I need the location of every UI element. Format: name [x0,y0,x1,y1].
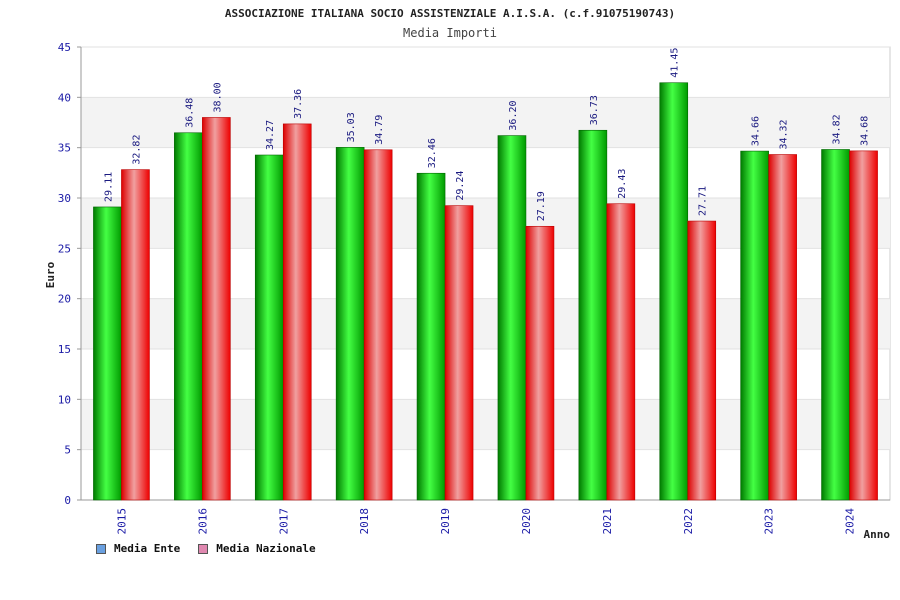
bar-media-nazionale [282,123,312,501]
value-label-media-nazionale: 38.00 [212,82,223,112]
value-label-media-nazionale: 34.32 [779,119,790,149]
value-label-media-ente: 34.66 [751,116,762,146]
bar-media-ente [416,172,446,501]
bar-media-ente [254,154,284,501]
y-tick-label: 20 [58,293,71,306]
x-tick-label: 2024 [844,508,857,535]
y-tick-label: 0 [64,494,71,507]
bar-media-nazionale [687,220,717,501]
y-tick-label: 10 [58,393,71,406]
x-axis-label: Anno [864,528,891,541]
bar-media-ente [740,150,769,501]
value-label-media-ente: 35.03 [346,112,357,142]
x-tick-label: 2020 [520,508,533,535]
value-label-media-nazionale: 29.43 [617,169,628,199]
value-label-media-ente: 29.11 [103,172,114,202]
bar-media-nazionale [849,150,878,501]
x-tick-label: 2017 [277,508,290,535]
bar-media-nazionale [525,225,555,501]
value-label-media-ente: 36.20 [508,100,519,130]
value-label-media-nazionale: 34.68 [860,116,871,146]
y-tick-label: 25 [58,242,71,255]
y-axis-label: Euro [44,261,57,288]
value-label-media-nazionale: 37.36 [293,89,304,119]
bar-media-ente [578,129,608,501]
bar-media-nazionale [606,203,636,501]
x-tick-label: 2022 [682,508,695,535]
legend-item-media-ente: Media Ente [96,542,180,555]
legend-label-media-ente: Media Ente [114,542,181,555]
x-tick-label: 2015 [115,508,128,535]
value-label-media-nazionale: 27.19 [536,191,547,221]
value-label-media-ente: 41.45 [670,48,681,78]
value-label-media-ente: 32.46 [427,138,438,168]
value-label-media-nazionale: 29.24 [455,171,466,201]
y-tick-label: 30 [58,192,71,205]
y-tick-label: 15 [58,343,71,356]
value-label-media-nazionale: 32.82 [131,135,142,165]
legend-swatch-media-nazionale [198,543,209,554]
bar-media-ente [174,132,203,501]
value-label-media-nazionale: 34.79 [374,115,385,145]
y-tick-label: 5 [64,444,71,457]
value-label-media-ente: 36.48 [184,98,195,128]
y-tick-label: 35 [58,142,71,155]
value-label-media-ente: 34.82 [832,114,843,144]
x-tick-label: 2016 [196,508,209,535]
chart-title: ASSOCIAZIONE ITALIANA SOCIO ASSISTENZIAL… [225,7,675,20]
plot-area: 0 5 10 15 20 25 30 35 40 45 29.11 32.82 2015 36.48 38.… [58,41,891,535]
legend-item-media-nazionale: Media Nazionale [198,542,316,555]
bar-media-nazionale [121,169,150,501]
bar-media-ente [335,147,365,501]
bar-media-ente [93,206,122,501]
bar-media-ente [659,82,689,501]
x-tick-label: 2021 [601,508,614,535]
legend-swatch-media-ente [96,543,106,554]
bar-media-nazionale [363,149,393,501]
y-tick-label: 45 [58,41,71,54]
value-label-media-ente: 36.73 [589,95,600,125]
value-label-media-nazionale: 27.71 [698,186,709,216]
y-tick-label: 40 [58,91,71,104]
legend: Media Ente Media Nazionale [96,542,316,555]
chart-subtitle: Media Importi [403,26,497,40]
value-label-media-ente: 34.27 [265,120,276,150]
bar-media-ente [821,149,850,501]
bar-media-nazionale [202,117,231,501]
x-tick-label: 2019 [439,508,452,535]
bar-media-ente [497,135,527,501]
bar-media-nazionale [444,205,474,501]
bar-media-nazionale [768,154,797,501]
x-tick-label: 2018 [358,508,371,535]
legend-label-media-nazionale: Media Nazionale [216,542,316,555]
x-tick-label: 2023 [763,508,776,535]
